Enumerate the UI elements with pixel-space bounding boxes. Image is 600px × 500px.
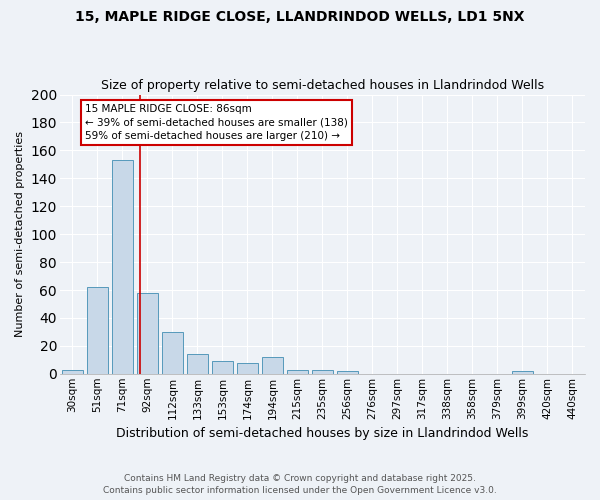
Title: Size of property relative to semi-detached houses in Llandrindod Wells: Size of property relative to semi-detach… xyxy=(101,79,544,92)
Bar xyxy=(287,370,308,374)
Bar xyxy=(62,370,83,374)
Bar xyxy=(162,332,183,374)
Text: 15 MAPLE RIDGE CLOSE: 86sqm
← 39% of semi-detached houses are smaller (138)
59% : 15 MAPLE RIDGE CLOSE: 86sqm ← 39% of sem… xyxy=(85,104,348,141)
Bar xyxy=(237,362,258,374)
Bar xyxy=(512,371,533,374)
Bar xyxy=(212,361,233,374)
Y-axis label: Number of semi-detached properties: Number of semi-detached properties xyxy=(15,131,25,337)
Bar xyxy=(112,160,133,374)
Bar xyxy=(337,371,358,374)
Bar xyxy=(187,354,208,374)
Text: Contains HM Land Registry data © Crown copyright and database right 2025.
Contai: Contains HM Land Registry data © Crown c… xyxy=(103,474,497,495)
Text: 15, MAPLE RIDGE CLOSE, LLANDRINDOD WELLS, LD1 5NX: 15, MAPLE RIDGE CLOSE, LLANDRINDOD WELLS… xyxy=(75,10,525,24)
Bar xyxy=(262,357,283,374)
Bar xyxy=(312,370,333,374)
Bar xyxy=(87,287,108,374)
Bar xyxy=(137,293,158,374)
X-axis label: Distribution of semi-detached houses by size in Llandrindod Wells: Distribution of semi-detached houses by … xyxy=(116,427,529,440)
